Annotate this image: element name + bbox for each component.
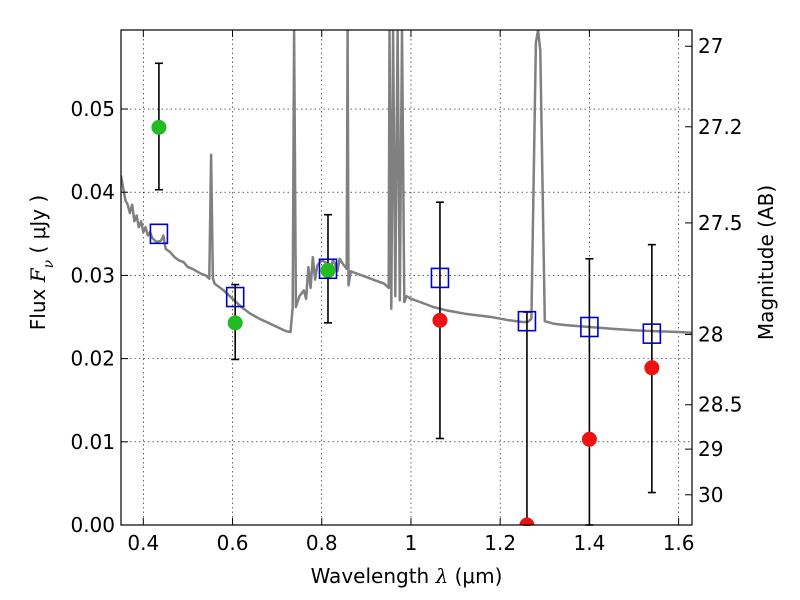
x-tick-label: 1.4 xyxy=(573,531,605,555)
y-tick-label: 0.00 xyxy=(70,513,115,537)
model-spectrum-layer xyxy=(121,30,692,335)
x-tick-label: 1.2 xyxy=(484,531,516,555)
grid-layer xyxy=(121,30,692,526)
model-flux-square xyxy=(149,223,169,245)
marker-layer xyxy=(149,119,662,525)
y-tick-label: 0.05 xyxy=(70,97,115,121)
x-tick-label: 1.6 xyxy=(663,531,695,555)
detected-flux-point xyxy=(320,262,336,278)
plot-frame xyxy=(120,29,693,526)
model-flux-square xyxy=(318,258,338,280)
model-flux-square xyxy=(580,316,599,338)
model-flux-square xyxy=(642,323,662,344)
x-tick-label: 0.4 xyxy=(127,531,159,555)
undetected-flux-point xyxy=(432,312,448,328)
y2-axis-label: Magnitude (AB) xyxy=(754,185,778,340)
x-tick-label: 0.6 xyxy=(217,531,249,555)
model-flux-square xyxy=(225,286,245,308)
y2-tick-label: 28.5 xyxy=(698,393,743,417)
x-tick-label: 0.8 xyxy=(306,531,338,555)
undetected-flux-point xyxy=(644,360,660,376)
detected-flux-point xyxy=(151,119,167,135)
y-axis-label: Flux Fν ( μJy ) xyxy=(26,195,57,330)
model-flux-square xyxy=(430,267,450,289)
detected-flux-point xyxy=(227,315,243,331)
y2-tick-label: 27.2 xyxy=(698,115,743,139)
tick-layer: 0.4 0.6 0.8 1 1.2 1.4 1.6 0.00 0.01 0.02 0.03 0.04 0… xyxy=(70,30,743,555)
y2-tick-label: 30 xyxy=(698,483,723,507)
y-tick-label: 0.04 xyxy=(70,180,115,204)
undetected-flux-point xyxy=(519,517,535,525)
model-flux-square xyxy=(517,310,537,332)
y-tick-label: 0.03 xyxy=(70,263,115,287)
x-axis-label: Wavelength λ (μm) xyxy=(311,564,503,588)
y2-tick-label: 29 xyxy=(698,437,723,461)
y2-tick-label: 27 xyxy=(698,34,723,58)
y-tick-label: 0.01 xyxy=(70,430,115,454)
x-tick-label: 1 xyxy=(405,531,418,555)
y2-tick-label: 28 xyxy=(698,322,723,346)
undetected-flux-point xyxy=(581,431,597,447)
y-tick-label: 0.02 xyxy=(70,347,115,371)
y2-tick-label: 27.5 xyxy=(698,211,743,235)
model-spectrum-line xyxy=(121,30,692,335)
